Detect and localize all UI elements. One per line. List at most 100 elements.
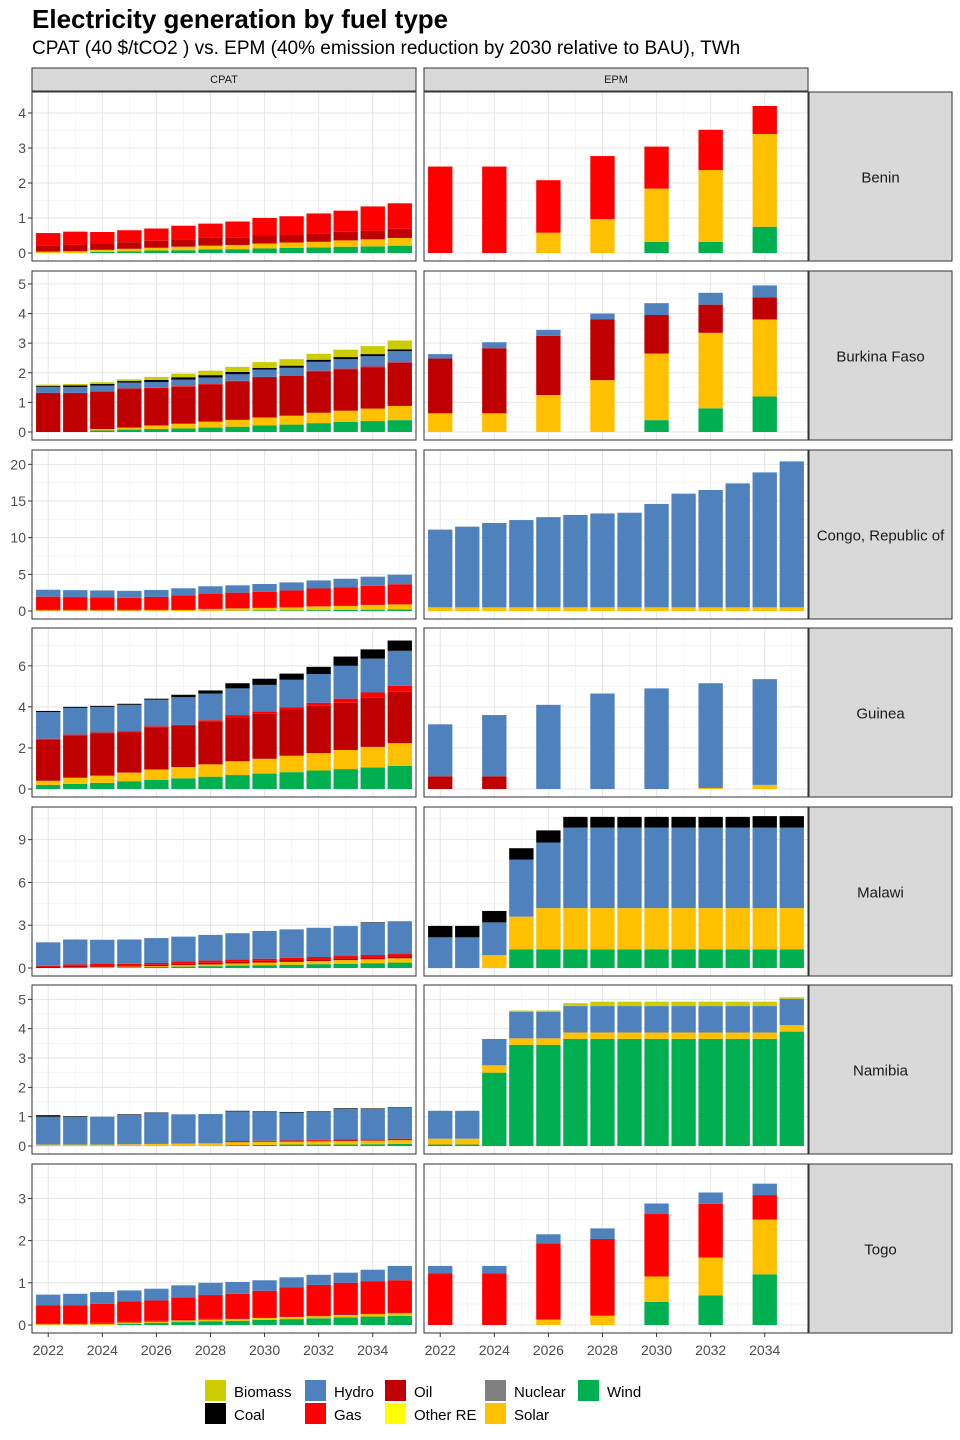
- bar-segment-wind: [333, 421, 358, 432]
- bar-segment-biomass: [617, 1001, 642, 1007]
- bar-segment-hydro: [698, 292, 723, 305]
- bar-segment-oil: [117, 965, 142, 967]
- bar-segment-hydro: [117, 590, 142, 598]
- bar-segment-coal: [252, 1111, 277, 1112]
- bar-segment-wind: [509, 949, 534, 968]
- y-tick-label: 9: [18, 832, 26, 848]
- bar-segment-oil: [279, 960, 304, 962]
- bar-segment-wind: [752, 949, 777, 968]
- legend-key: [385, 1403, 406, 1424]
- legend-key: [385, 1380, 406, 1401]
- bar-segment-solar: [752, 784, 777, 789]
- bar-segment-gas: [144, 963, 169, 965]
- bar-segment-solar: [590, 380, 615, 432]
- bar-segment-wind: [225, 426, 250, 432]
- bar-segment-solar: [333, 960, 358, 964]
- bar-segment-solar: [225, 608, 250, 611]
- bar-segment-gas: [306, 1139, 331, 1141]
- panel-cpat-malawi: [31, 806, 417, 977]
- bar-segment-hydro: [590, 827, 615, 909]
- y-tick-label: 5: [18, 276, 26, 292]
- bar-segment-gas: [117, 963, 142, 966]
- bar-segment-gas: [63, 231, 88, 245]
- bar-segment-solar: [198, 1143, 223, 1146]
- bar-segment-hydro: [279, 679, 304, 708]
- bar-segment-biomass: [171, 373, 196, 378]
- bar-segment-wind: [509, 1044, 534, 1146]
- bar-segment-wind: [617, 949, 642, 968]
- bar-segment-hydro: [698, 1192, 723, 1204]
- y-tick-label: 1: [18, 394, 26, 410]
- bar-segment-gas: [63, 597, 88, 610]
- bar-segment-solar: [428, 607, 453, 611]
- bar-segment-gas: [225, 715, 250, 718]
- y-tick-label: 2: [18, 175, 26, 191]
- bar-segment-hydro: [644, 1006, 669, 1033]
- bar-segment-solar: [617, 607, 642, 611]
- x-tick-label: 2022: [33, 1342, 64, 1358]
- bar-segment-hydro: [482, 523, 507, 608]
- bar-segment-wind: [252, 425, 277, 432]
- bar-segment-coal: [360, 649, 385, 659]
- x-tick-label: 2030: [249, 1342, 280, 1358]
- bar-segment-solar: [171, 965, 196, 967]
- y-tick-label: 20: [10, 456, 26, 472]
- bar-segment-gas: [482, 1273, 507, 1325]
- bar-segment-biomass: [90, 382, 115, 385]
- y-tick-label: 4: [18, 306, 26, 322]
- bar-segment-oil: [279, 1316, 304, 1317]
- bar-segment-wind: [279, 247, 304, 253]
- bar-segment-hydro: [509, 520, 534, 608]
- legend-item-coal: Coal: [205, 1403, 265, 1424]
- bar-segment-oil: [63, 393, 88, 432]
- panel-cpat-togo: [31, 1163, 417, 1334]
- bar-segment-coal: [333, 1108, 358, 1109]
- bar-segment-solar: [252, 243, 277, 249]
- bar-segment-hydro: [90, 590, 115, 598]
- bar-segment-gas: [90, 964, 115, 966]
- bar-segment-solar: [590, 607, 615, 611]
- bar-segment-wind: [144, 1322, 169, 1325]
- bar-segment-gas: [225, 221, 250, 238]
- bar-segment-hydro: [144, 381, 169, 388]
- bar-segment-wind: [279, 610, 304, 611]
- bar-segment-coal: [63, 706, 88, 708]
- bar-segment-coal: [306, 359, 331, 362]
- bar-segment-coal: [306, 1111, 331, 1112]
- bar-segment-wind: [198, 776, 223, 789]
- bar-segment-wind: [360, 1144, 385, 1146]
- bar-segment-hydro: [252, 1111, 277, 1141]
- bar-segment-hydro: [752, 827, 777, 909]
- bar-segment-gas: [279, 590, 304, 607]
- bar-segment-hydro: [90, 939, 115, 965]
- bar-segment-hydro: [252, 684, 277, 712]
- bar-segment-wind: [144, 250, 169, 253]
- bar-segment-oil: [36, 739, 61, 781]
- x-tick-label: 2026: [141, 1342, 172, 1358]
- bar-segment-gas: [360, 366, 385, 368]
- bar-segment-oil: [36, 393, 61, 432]
- bar-segment-hydro: [482, 715, 507, 777]
- bar-segment-solar: [779, 908, 804, 950]
- legend-item-oil: Oil: [385, 1380, 432, 1401]
- bar-segment-gas: [144, 726, 169, 728]
- bar-segment-hydro: [779, 998, 804, 1026]
- legend-item-solar: Solar: [485, 1403, 549, 1424]
- y-tick-label: 3: [18, 917, 26, 933]
- bar-segment-wind: [387, 420, 412, 432]
- bar-segment-biomass: [63, 384, 88, 386]
- bar-segment-gas: [252, 1290, 277, 1317]
- bar-segment-wind: [536, 1044, 561, 1146]
- bar-segment-coal: [171, 694, 196, 698]
- bar-segment-solar: [779, 607, 804, 611]
- bar-segment-solar: [279, 755, 304, 773]
- bar-segment-solar: [698, 607, 723, 611]
- bar-segment-oil: [360, 1313, 385, 1315]
- panel-border: [423, 1163, 809, 1334]
- bar-segment-hydro: [306, 361, 331, 371]
- bar-segment-hydro: [387, 351, 412, 363]
- bar-segment-biomass: [671, 1001, 696, 1007]
- bar-segment-gas: [225, 380, 250, 382]
- bar-segment-solar: [225, 419, 250, 427]
- y-tick-label: 1: [18, 1275, 26, 1291]
